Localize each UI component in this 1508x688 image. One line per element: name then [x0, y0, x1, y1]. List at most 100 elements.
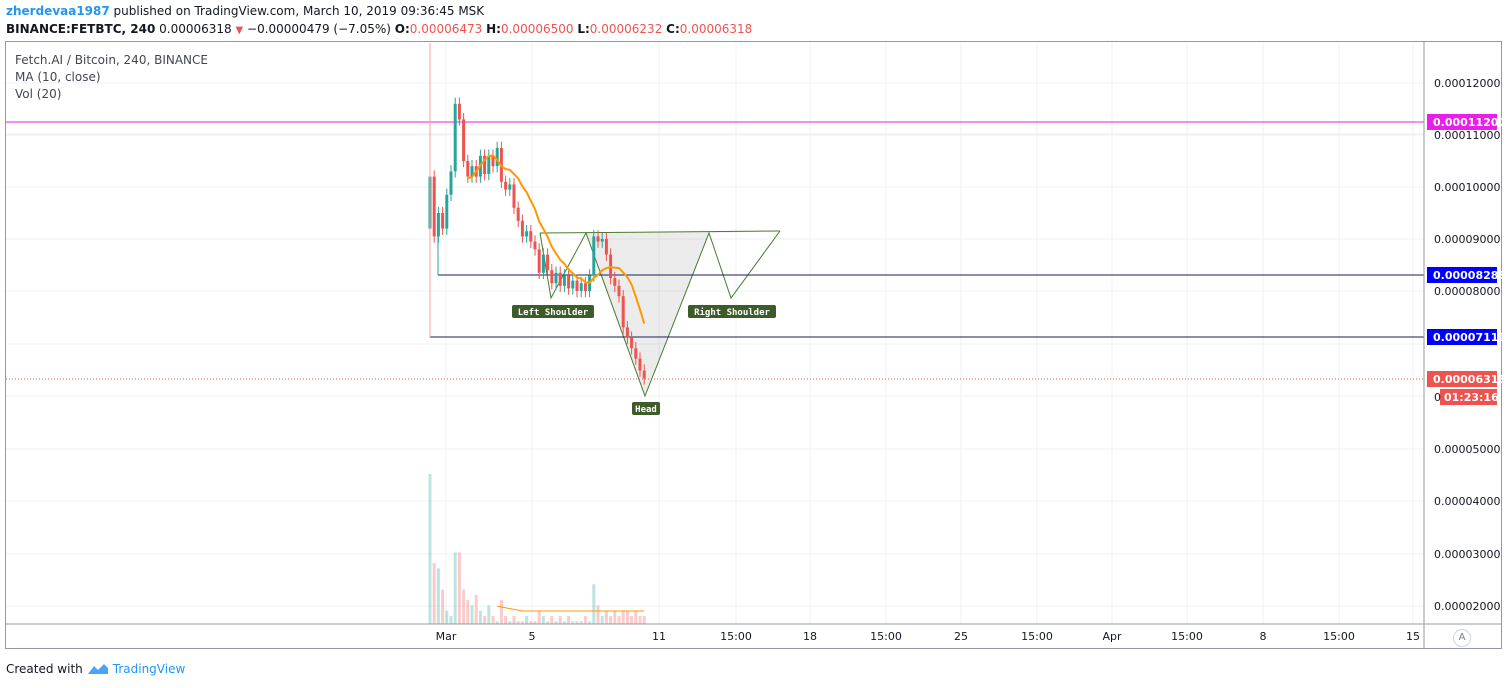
volume-bar — [634, 610, 638, 624]
x-tick-label: 25 — [954, 630, 968, 643]
price-label-bg — [1427, 114, 1497, 130]
horizontal-levels — [6, 121, 1424, 380]
volume-bar — [499, 600, 503, 624]
last-price: 0.00006318 — [159, 22, 232, 36]
candle-body — [520, 220, 524, 237]
volume-bar — [617, 616, 621, 624]
candle-body — [600, 239, 604, 242]
candle-body — [613, 278, 617, 286]
candle-body — [525, 231, 529, 237]
volume-bar — [642, 616, 646, 624]
candle-body — [470, 166, 474, 177]
countdown-bg — [1440, 389, 1497, 405]
candle-body — [508, 184, 512, 190]
candle-body — [533, 241, 537, 250]
volume-bar — [495, 621, 499, 624]
candle-body — [512, 184, 516, 208]
volume-bar — [491, 616, 495, 624]
candle-body — [449, 171, 453, 195]
x-tick-label: 8 — [1260, 630, 1267, 643]
volume-bar — [588, 621, 592, 624]
price-label-text: 0.00011200 — [1433, 116, 1506, 129]
axes: 0.00012000 0.00011000 0.00010000 0.00009000… — [6, 42, 1502, 648]
close-label: C: — [666, 22, 680, 36]
volume-bar — [550, 616, 554, 624]
volume-bar — [609, 616, 613, 624]
x-tick-label: 5 — [529, 630, 536, 643]
candle-body — [445, 194, 449, 229]
candle-body — [495, 148, 499, 167]
volume-bar — [533, 621, 537, 624]
x-tick-label: 18 — [803, 630, 817, 643]
publish-text: published on TradingView.com, March 10, … — [109, 4, 485, 18]
candle-body — [516, 207, 520, 221]
candle-body — [558, 272, 562, 286]
y-tick-label: 0.00008000 — [1434, 285, 1500, 298]
candle-body — [436, 213, 440, 237]
auto-scale-button[interactable]: A — [1453, 629, 1471, 647]
candle-body — [483, 155, 487, 174]
price-change: −0.00000479 (−7.05%) — [247, 22, 391, 36]
candle-body — [541, 254, 545, 273]
volume-bar — [625, 610, 629, 624]
author-name[interactable]: zherdevaa1987 — [6, 4, 110, 18]
volume-bar — [432, 563, 436, 624]
candle-body — [504, 181, 508, 190]
volume-bar — [512, 616, 516, 624]
legend-vol: Vol (20) — [15, 87, 62, 101]
volume-bar — [504, 616, 508, 624]
volume-bar — [604, 610, 608, 624]
volume-bar — [478, 610, 482, 624]
high-value: 0.00006500 — [500, 22, 574, 36]
volume-bar — [516, 621, 520, 624]
x-tick-label: 15:00 — [1021, 630, 1053, 643]
volume-bar — [579, 621, 583, 624]
grid-lines — [6, 42, 1424, 624]
candle-body — [487, 155, 491, 174]
chart-frame[interactable] — [5, 41, 1502, 649]
low-value: 0.00006232 — [589, 22, 663, 36]
candle-body — [457, 103, 461, 120]
annotation-box — [512, 305, 594, 318]
candle-body — [617, 285, 621, 297]
candle-body — [562, 275, 566, 286]
close-value: 0.00006318 — [679, 22, 753, 36]
volume-ma-line — [497, 605, 645, 612]
candle-body — [537, 249, 541, 273]
volume-bar — [436, 568, 440, 624]
x-tick-label: Mar — [436, 630, 457, 643]
candle-body — [579, 283, 583, 291]
candle-body — [575, 280, 579, 291]
price-label-bg — [1427, 371, 1497, 387]
x-tick-label: 15:00 — [1171, 630, 1203, 643]
annotation-label: Left Shoulder — [518, 308, 589, 318]
volume-bar — [571, 621, 575, 624]
volume-bar — [537, 610, 541, 624]
tradingview-brand[interactable]: TradingView — [112, 662, 186, 676]
volume-bar — [428, 474, 432, 624]
volume-bar — [449, 616, 453, 624]
volume-bar — [592, 584, 596, 624]
annotation-label: Right Shoulder — [694, 307, 770, 318]
symbol: BINANCE:FETBTC, 240 — [6, 22, 156, 36]
candle-body — [638, 358, 642, 371]
x-tick-label: 15:00 — [720, 630, 752, 643]
volume-bar — [638, 616, 642, 624]
volume-bar — [487, 605, 491, 624]
volume-bar — [600, 616, 604, 624]
y-tick-label: 0.00003000 — [1434, 548, 1500, 561]
candle-body — [596, 236, 600, 242]
legend-title: Fetch.AI / Bitcoin, 240, BINANCE — [15, 53, 208, 67]
x-tick-label: Apr — [1102, 630, 1122, 643]
candle-body — [583, 283, 587, 291]
volume-bar — [630, 616, 634, 624]
candle-body — [630, 337, 634, 349]
x-tick-label: 15 — [1406, 630, 1420, 643]
candle-body — [625, 327, 629, 338]
pattern-fill — [540, 231, 780, 396]
price-label-text: 0.00007111 — [1433, 331, 1506, 344]
candle-body — [621, 296, 625, 328]
volume-bar — [596, 605, 600, 624]
down-arrow-icon: ▼ — [235, 25, 244, 36]
